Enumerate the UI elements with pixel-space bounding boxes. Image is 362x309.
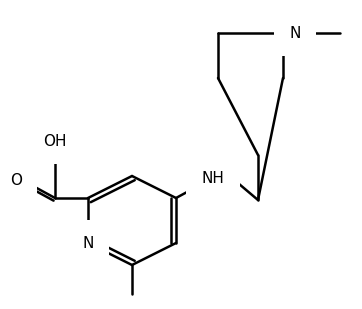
Text: N: N xyxy=(82,235,94,251)
Text: NH: NH xyxy=(202,171,224,185)
Text: O: O xyxy=(10,172,22,188)
Text: OH: OH xyxy=(43,133,67,149)
Text: N: N xyxy=(289,26,301,40)
